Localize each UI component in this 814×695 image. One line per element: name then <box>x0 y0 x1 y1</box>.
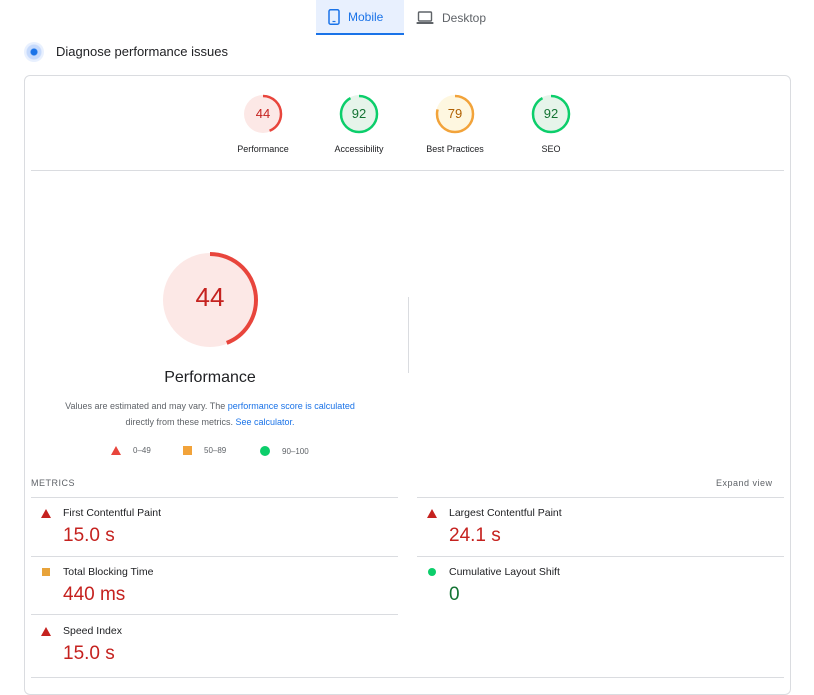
metric-value: 15.0 s <box>63 643 115 664</box>
tab-desktop-label: Desktop <box>442 10 487 25</box>
tab-desktop[interactable]: Desktop <box>404 0 500 35</box>
metric-value: 440 ms <box>63 584 126 605</box>
performance-score: 44 <box>195 282 225 312</box>
square-icon <box>183 446 192 455</box>
circle-icon <box>260 446 270 456</box>
see-calculator-link[interactable]: See calculator. <box>235 417 295 427</box>
performance-note: Values are estimated and may vary. The p… <box>40 398 380 430</box>
score-gauge-seo[interactable]: 92 SEO <box>501 94 601 158</box>
divider <box>31 556 398 557</box>
phone-icon <box>328 8 340 25</box>
metric-value: 15.0 s <box>63 525 115 546</box>
tab-mobile[interactable]: Mobile <box>316 0 404 35</box>
metrics-heading: METRICS <box>31 478 75 488</box>
performance-gauge <box>162 252 258 348</box>
laptop-icon <box>416 10 434 25</box>
performance-gauge-arc <box>162 252 258 348</box>
divider <box>31 614 398 615</box>
divider <box>417 497 784 498</box>
fail-icon <box>41 509 51 518</box>
legend-fail-range: 0–49 <box>133 446 151 455</box>
score-value: 92 <box>543 106 559 121</box>
score-gauge-ring <box>435 94 475 134</box>
score-gauge-ring <box>243 94 283 134</box>
divider <box>31 677 784 678</box>
report-card <box>24 75 791 695</box>
score-gauge-ring <box>531 94 571 134</box>
legend-average: 50–89 <box>183 446 226 455</box>
score-gauge-accessibility[interactable]: 92 Accessibility <box>309 94 409 158</box>
score-value: 92 <box>351 106 367 121</box>
score-label: SEO <box>541 144 561 154</box>
performance-gauge-fill <box>163 253 257 347</box>
divider <box>417 556 784 557</box>
divider <box>31 497 398 498</box>
legend-fail: 0–49 <box>111 446 151 455</box>
tab-mobile-label: Mobile <box>348 9 384 24</box>
note-text-2: directly from these metrics. <box>125 417 233 427</box>
score-label: Accessibility <box>334 144 384 154</box>
score-label: Best Practices <box>426 144 484 154</box>
metric-value: 24.1 s <box>449 525 501 546</box>
metric-label: First Contentful Paint <box>63 507 162 519</box>
fail-icon <box>427 509 437 518</box>
vertical-divider <box>408 297 409 373</box>
average-icon <box>42 568 50 576</box>
metric-value: 0 <box>449 584 460 605</box>
legend-average-range: 50–89 <box>204 446 227 455</box>
metric-label: Cumulative Layout Shift <box>449 566 560 578</box>
score-label: Performance <box>237 144 289 154</box>
note-text: Values are estimated and may vary. The <box>65 401 226 411</box>
score-gauge-best-practices[interactable]: 79 Best Practices <box>405 94 505 158</box>
score-gauge-performance[interactable]: 44 Performance <box>213 94 313 158</box>
diagnose-icon <box>24 42 44 62</box>
score-value: 79 <box>447 106 463 121</box>
performance-title: Performance <box>164 369 256 386</box>
pass-icon <box>428 568 436 576</box>
score-value: 44 <box>255 106 271 121</box>
triangle-icon <box>111 446 121 455</box>
score-gauge-ring <box>339 94 379 134</box>
expand-view-button[interactable]: Expand view <box>716 478 773 488</box>
metric-label: Total Blocking Time <box>63 566 154 578</box>
fail-icon <box>41 627 51 636</box>
legend-pass: 90–100 <box>260 446 309 456</box>
legend-pass-range: 90–100 <box>282 446 309 456</box>
score-calculation-link[interactable]: performance score is calculated <box>227 401 355 411</box>
metric-label: Speed Index <box>63 625 122 637</box>
diagnose-title: Diagnose performance issues <box>56 44 228 59</box>
divider <box>31 170 784 171</box>
metric-label: Largest Contentful Paint <box>449 507 562 519</box>
